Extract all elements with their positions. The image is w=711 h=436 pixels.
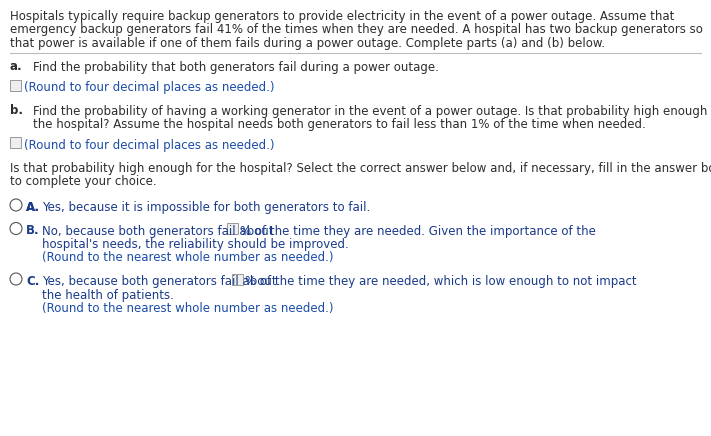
Circle shape (10, 222, 22, 235)
Text: the hospital? Assume the hospital needs both generators to fail less than 1% of : the hospital? Assume the hospital needs … (33, 118, 646, 131)
Text: Hospitals typically require backup generators to provide electricity in the even: Hospitals typically require backup gener… (10, 10, 674, 23)
Text: B.: B. (26, 225, 40, 238)
Text: Yes, because both generators fail about: Yes, because both generators fail about (42, 275, 280, 288)
Text: (Round to the nearest whole number as needed.): (Round to the nearest whole number as ne… (42, 302, 333, 315)
Text: Is that probability high enough for the hospital? Select the correct answer belo: Is that probability high enough for the … (10, 162, 711, 175)
FancyBboxPatch shape (10, 80, 21, 91)
Text: emergency backup generators fail 41% of the times when they are needed. A hospit: emergency backup generators fail 41% of … (10, 24, 703, 37)
Text: that power is available if one of them fails during a power outage. Complete par: that power is available if one of them f… (10, 37, 605, 50)
Text: the health of patients.: the health of patients. (42, 289, 174, 302)
Text: A.: A. (26, 201, 40, 214)
Text: C.: C. (26, 275, 39, 288)
FancyBboxPatch shape (10, 137, 21, 149)
Text: Find the probability that both generators fail during a power outage.: Find the probability that both generator… (33, 61, 439, 74)
Text: % of the time they are needed. Given the importance of the: % of the time they are needed. Given the… (240, 225, 596, 238)
FancyBboxPatch shape (232, 274, 243, 285)
FancyBboxPatch shape (228, 224, 238, 235)
Text: % of the time they are needed, which is low enough to not impact: % of the time they are needed, which is … (245, 275, 636, 288)
Text: Find the probability of having a working generator in the event of a power outag: Find the probability of having a working… (33, 105, 711, 117)
Text: hospital's needs, the reliability should be improved.: hospital's needs, the reliability should… (42, 238, 349, 251)
Text: (Round to four decimal places as needed.): (Round to four decimal places as needed.… (24, 81, 274, 94)
Text: a.: a. (10, 61, 23, 74)
Text: (Round to the nearest whole number as needed.): (Round to the nearest whole number as ne… (42, 252, 333, 265)
Circle shape (10, 199, 22, 211)
Text: No, because both generators fail about: No, because both generators fail about (42, 225, 277, 238)
Text: (Round to four decimal places as needed.): (Round to four decimal places as needed.… (24, 139, 274, 151)
Text: b.: b. (10, 105, 23, 117)
Circle shape (10, 273, 22, 285)
Text: Yes, because it is impossible for both generators to fail.: Yes, because it is impossible for both g… (42, 201, 370, 214)
Text: to complete your choice.: to complete your choice. (10, 176, 156, 188)
Text: A.: A. (26, 201, 40, 214)
